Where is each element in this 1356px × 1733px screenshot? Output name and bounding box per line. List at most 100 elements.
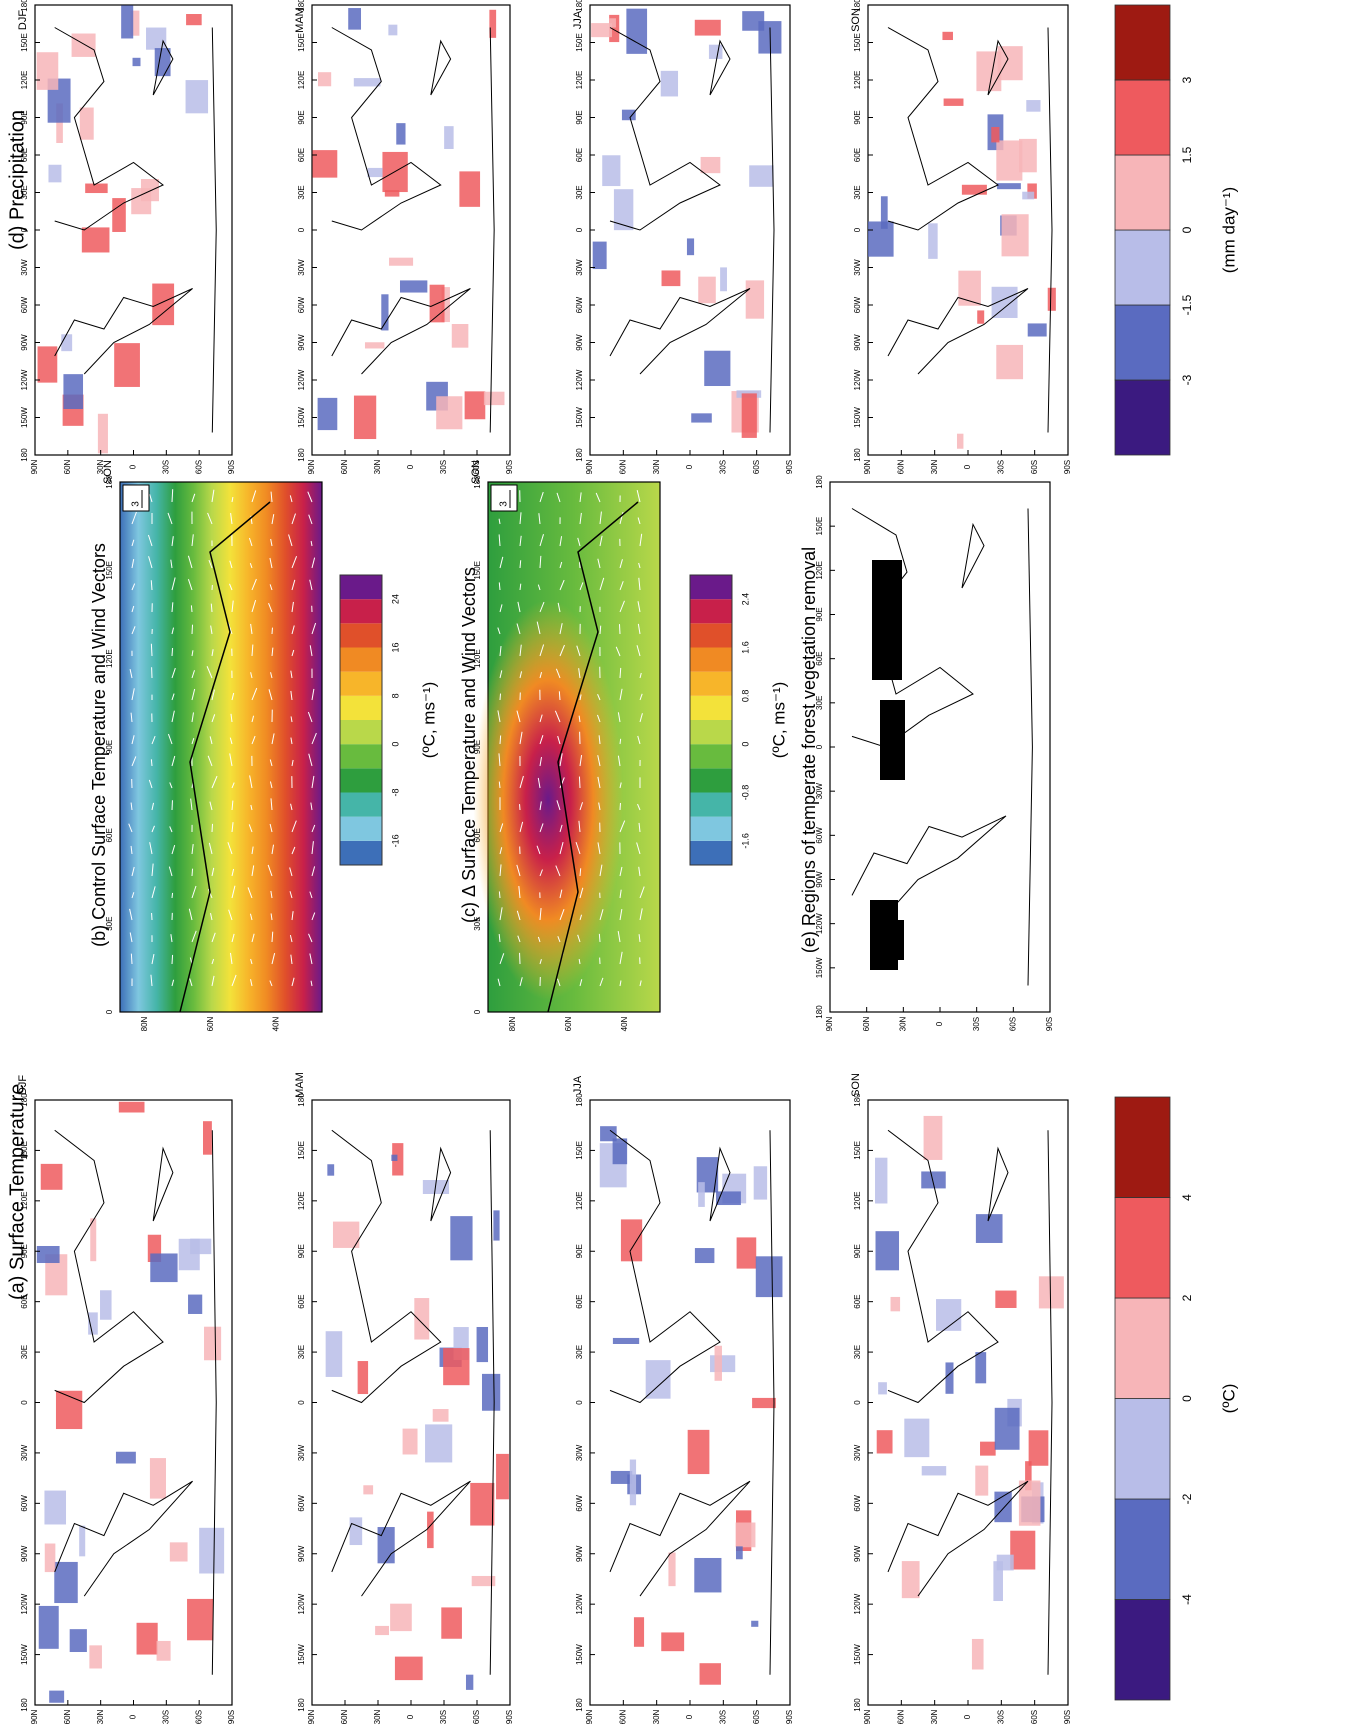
wind-vector (148, 779, 153, 789)
wind-vector (229, 560, 233, 569)
anomaly-patch (199, 1527, 225, 1574)
wind-vector (639, 693, 643, 701)
anomaly-patch (698, 1182, 705, 1207)
lon-tick-label: 150E (853, 33, 862, 52)
anomaly-patch (402, 1428, 418, 1455)
colorbar-swatch (1114, 1398, 1171, 1500)
anomaly-patch (327, 1164, 335, 1176)
lon-tick-label: 120W (853, 369, 862, 390)
anomaly-patch (63, 374, 84, 410)
wind-vector (519, 512, 522, 525)
lon-tick-label: 150W (20, 1644, 29, 1665)
wind-vector (151, 825, 155, 833)
wind-vector (619, 908, 623, 921)
reference-vector-label: 3 (499, 501, 510, 507)
wind-vector (230, 713, 233, 723)
anomaly-patch (186, 14, 202, 26)
lat-tick-label: 30N (373, 459, 382, 474)
wind-vector (499, 907, 503, 921)
wind-vector (579, 887, 584, 899)
wind-vector (519, 560, 522, 569)
anomaly-patch (921, 1466, 947, 1476)
lat-tick-label: 60S (752, 1710, 761, 1724)
lon-tick-label: 90W (297, 1545, 306, 1562)
anomaly-patch (610, 1470, 633, 1484)
wind-vector (211, 714, 216, 723)
wind-vector (171, 577, 176, 591)
lat-tick-label: 0 (129, 1714, 138, 1719)
anomaly-patch (115, 1451, 136, 1464)
season-label: MAM (294, 7, 306, 33)
colorbar-label: 24 (390, 594, 400, 604)
anomaly-patch (687, 1429, 710, 1475)
wind-vector (637, 517, 641, 525)
lon-tick-label: 30W (575, 259, 584, 276)
wind-vector (291, 649, 295, 657)
wind-vector (518, 886, 521, 899)
colorbar-label: -0.8 (740, 785, 750, 801)
anomaly-patch (1022, 191, 1035, 200)
lat-tick-label: 60N (206, 1016, 215, 1031)
wind-vector (307, 711, 313, 723)
lat-tick-label: 60N (618, 1709, 627, 1724)
wind-vector (151, 735, 156, 745)
wind-vector (599, 511, 602, 525)
anomaly-patch (700, 156, 721, 174)
wind-vector (559, 579, 565, 591)
lon-tick-label: 60E (20, 148, 29, 162)
wind-vector (207, 755, 213, 767)
anomaly-patch (444, 126, 454, 149)
wind-vector (251, 735, 256, 745)
anomaly-patch (136, 1622, 158, 1655)
wind-vector (169, 782, 173, 789)
anomaly-patch (620, 1219, 643, 1262)
lon-tick-label: 120W (575, 369, 584, 390)
wind-vector (579, 979, 583, 987)
wind-vector (639, 980, 642, 987)
lon-tick-label: 180 (297, 0, 306, 12)
wind-vector (130, 845, 133, 855)
anomaly-patch (708, 44, 723, 59)
wind-vector (311, 841, 314, 855)
anomaly-patch (875, 1157, 888, 1204)
lon-tick-label: 30W (20, 1444, 29, 1461)
panel-title: (d) Precipitation (6, 110, 28, 250)
forest-region (890, 920, 904, 960)
lon-tick-label: 120W (297, 1593, 306, 1614)
lat-tick-label: 60N (564, 1016, 573, 1031)
season-label: SON (850, 1073, 862, 1097)
season-label: JJA (572, 10, 584, 29)
wind-vector (269, 980, 273, 987)
coastline (179, 501, 271, 1013)
wind-vector (559, 777, 565, 789)
wind-vector (619, 738, 622, 745)
lat-tick-label: 30S (996, 1710, 1005, 1724)
lat-tick-label: 90N (307, 1709, 316, 1724)
wind-vector (519, 775, 524, 789)
map-frame (867, 4, 1069, 456)
wind-vector (599, 909, 604, 921)
anomaly-patch (993, 1561, 1003, 1602)
wind-vector (559, 561, 563, 569)
colorbar-label: 4 (1180, 1194, 1194, 1201)
anomaly-patch (668, 1552, 676, 1587)
wind-vector (191, 712, 194, 723)
anomaly-patch (364, 342, 385, 349)
wind-vector (251, 865, 255, 877)
lon-tick-label: 180 (297, 448, 306, 462)
lon-tick-label: 180 (853, 448, 862, 462)
wind-vector (271, 931, 274, 943)
lon-tick-label: 60W (575, 296, 584, 313)
anomaly-patch (1028, 1430, 1049, 1466)
anomaly-patch (389, 257, 414, 266)
anomaly-patch (945, 1362, 954, 1394)
wind-vector (555, 865, 561, 877)
anomaly-patch (441, 287, 450, 323)
lon-tick-label: 150E (853, 1141, 862, 1160)
colorbar-label: -1.5 (1180, 294, 1194, 315)
wind-vector (290, 690, 293, 701)
wind-vector (289, 495, 293, 503)
wind-vector (171, 667, 176, 679)
anomaly-patch (90, 1218, 97, 1262)
lon-tick-label: 90W (20, 334, 29, 351)
